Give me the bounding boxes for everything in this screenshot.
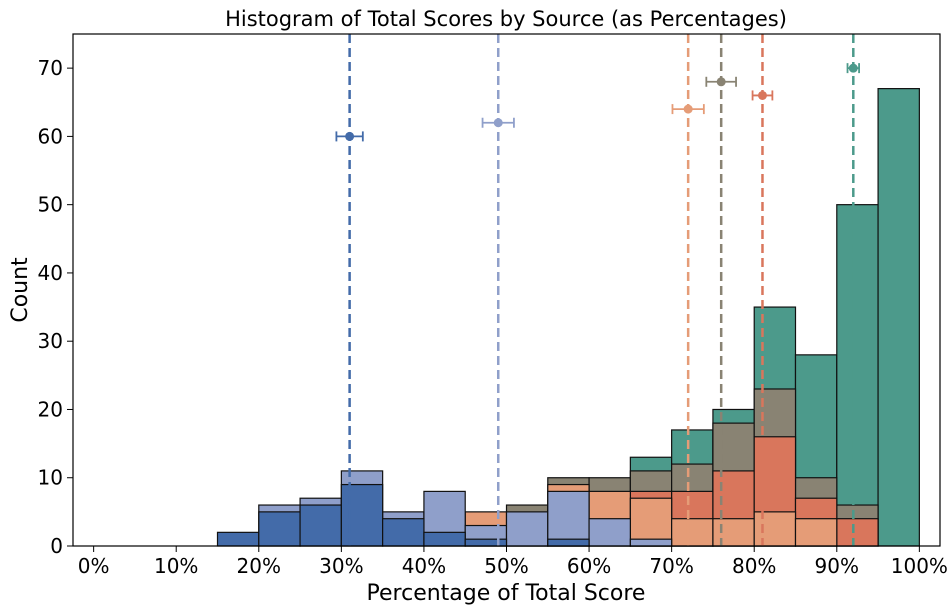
series-1-mean <box>846 34 860 546</box>
x-tick-label: 100% <box>891 554 948 578</box>
series-6-bars <box>216 483 590 547</box>
bar <box>877 88 920 547</box>
mean-marker <box>493 118 503 128</box>
bar <box>794 518 838 547</box>
x-tick-label: 90% <box>815 554 859 578</box>
bar <box>216 531 260 547</box>
mean-marker <box>683 104 693 114</box>
chart-title: Histogram of Total Scores by Source (as … <box>225 7 787 31</box>
bar <box>423 531 466 547</box>
series-2-mean <box>705 34 737 546</box>
x-axis-title: Percentage of Total Score <box>367 581 646 606</box>
y-tick-label: 40 <box>38 261 63 285</box>
y-axis-title: Count <box>8 257 33 323</box>
bar <box>382 518 425 547</box>
series-4-mean <box>671 34 705 546</box>
bar <box>588 518 631 547</box>
bar <box>299 504 342 547</box>
bar <box>753 511 797 547</box>
series-6-mean <box>335 34 364 546</box>
x-tick-label: 40% <box>402 554 446 578</box>
bars-layer <box>216 88 920 547</box>
x-tick-label: 30% <box>319 554 363 578</box>
y-tick-label: 50 <box>38 193 63 217</box>
y-axis-ticks: 0 10 20 30 40 50 60 70 <box>38 56 73 558</box>
bar <box>505 511 549 547</box>
x-tick-label: 80% <box>732 554 776 578</box>
bar <box>547 490 590 547</box>
y-tick-label: 0 <box>50 534 63 558</box>
y-tick-label: 30 <box>38 329 63 353</box>
bar <box>629 538 673 547</box>
bar <box>258 511 301 547</box>
y-tick-label: 60 <box>38 124 63 148</box>
bar <box>836 518 879 547</box>
bar <box>712 518 755 547</box>
x-tick-label: 70% <box>649 554 693 578</box>
mean-marker <box>848 63 858 73</box>
bar <box>629 497 673 547</box>
series-3-mean <box>751 34 774 546</box>
y-tick-label: 10 <box>38 466 63 490</box>
y-tick-label: 70 <box>38 56 63 80</box>
bar <box>464 538 508 547</box>
bar <box>340 483 384 547</box>
x-tick-label: 0% <box>78 554 110 578</box>
bar <box>671 518 714 547</box>
mean-marker <box>757 90 767 100</box>
x-axis-ticks: 0% 10% 20% 30% 40% 50% 60% 70% 80% 90% 100% <box>78 546 948 578</box>
bar <box>836 204 879 547</box>
mean-lines-layer <box>335 34 860 546</box>
mean-marker <box>716 77 726 87</box>
y-tick-label: 20 <box>38 397 63 421</box>
x-tick-label: 50% <box>484 554 528 578</box>
series-5-mean <box>481 34 515 546</box>
x-tick-label: 10% <box>154 554 198 578</box>
bar <box>547 538 590 547</box>
mean-marker <box>345 131 355 141</box>
x-tick-label: 60% <box>567 554 611 578</box>
x-tick-label: 20% <box>237 554 281 578</box>
